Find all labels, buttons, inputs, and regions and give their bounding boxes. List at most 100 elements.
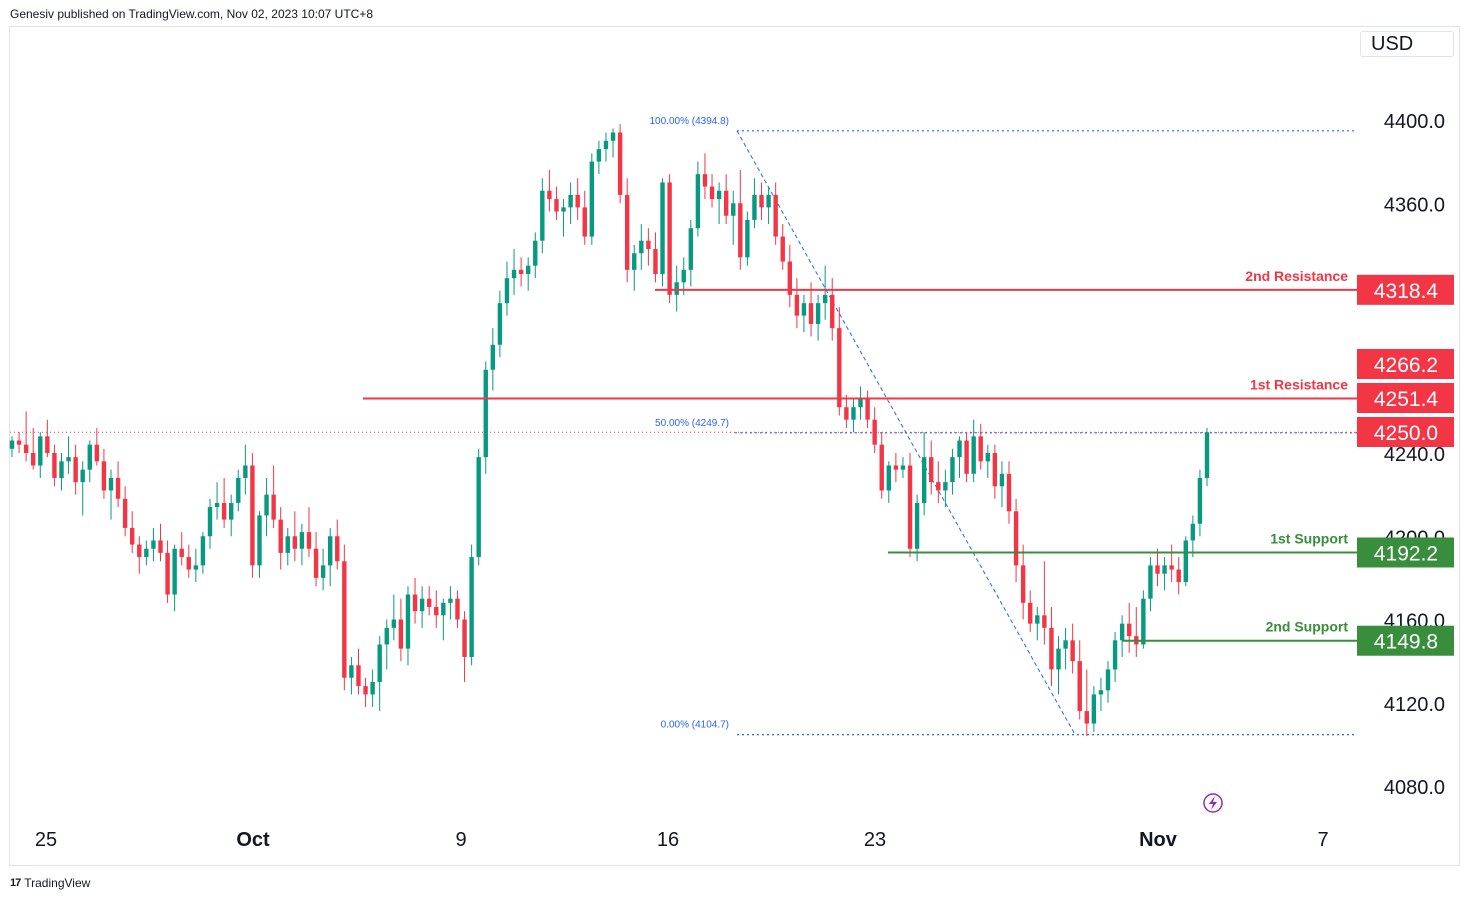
candle-body — [667, 182, 672, 295]
candle — [681, 257, 686, 295]
candle-body — [384, 627, 389, 645]
candle — [773, 182, 778, 245]
time-axis[interactable]: 25 Oct 9 16 23 Nov 7 — [35, 829, 1329, 851]
candle-body — [419, 598, 425, 612]
candle-body — [306, 532, 312, 549]
candle-body — [292, 536, 298, 549]
candle — [476, 448, 481, 566]
candle-body — [752, 194, 757, 220]
candle-body — [1077, 661, 1082, 712]
candle — [441, 598, 446, 641]
candle-body — [603, 140, 609, 150]
footer-brand-label: TradingView — [24, 876, 91, 890]
candle — [1134, 607, 1139, 657]
level-price-tag: 4192.2 — [1374, 542, 1438, 565]
candle-body — [886, 465, 892, 491]
candle — [568, 182, 573, 225]
candle-body — [921, 457, 927, 503]
candle-body — [1084, 711, 1089, 724]
candle-body — [957, 440, 962, 458]
candle-body — [1049, 627, 1054, 670]
candle-body — [257, 515, 262, 566]
candle — [278, 507, 283, 570]
candle — [893, 453, 899, 483]
candle — [264, 477, 269, 537]
lightning-icon[interactable] — [1203, 793, 1223, 813]
candle — [900, 457, 906, 478]
candle — [1176, 557, 1181, 595]
candle-body — [80, 469, 85, 483]
level-name: 1st Support — [1270, 530, 1348, 546]
candle-body — [815, 303, 821, 324]
candle-body — [936, 482, 941, 491]
candle — [596, 140, 602, 175]
fibonacci-retracement[interactable]: 100.00% (4394.8) 50.00% (4249.7) 0.00% (41… — [649, 116, 1357, 736]
candle-body — [221, 502, 227, 520]
candle-body — [1204, 432, 1210, 478]
candle — [1169, 544, 1174, 583]
x-tick-label: Nov — [1139, 829, 1178, 851]
candle — [632, 244, 637, 291]
candle — [907, 453, 913, 558]
candle — [723, 174, 729, 225]
candle-body — [1155, 565, 1160, 574]
candle-body — [271, 494, 276, 520]
candle — [101, 448, 107, 499]
candle — [94, 428, 100, 466]
candle — [752, 178, 757, 229]
candle-body — [1042, 615, 1047, 628]
candle — [23, 411, 29, 462]
candle-body — [978, 436, 983, 462]
candle-body — [907, 465, 913, 549]
currency-button[interactable]: USD — [1360, 31, 1454, 57]
candle-body — [1035, 615, 1040, 624]
candle-body — [731, 203, 736, 216]
candle-body — [950, 457, 955, 483]
candle — [1162, 557, 1167, 591]
candle-body — [511, 269, 517, 279]
candle-body — [575, 194, 580, 208]
candle-body — [1148, 565, 1153, 599]
price-axis[interactable]: 4080.04120.04160.04200.04240.04360.04400… — [1384, 111, 1445, 799]
fib-level-label: 0.00% (4104.7) — [661, 720, 729, 731]
price-tag: 4251.4 — [1374, 388, 1439, 411]
candle — [858, 386, 863, 420]
candle — [851, 398, 856, 433]
footer-brand[interactable]: 17 TradingView — [10, 876, 90, 890]
candle — [1077, 640, 1082, 720]
candle — [603, 132, 609, 162]
fib-level-label: 50.00% (4249.7) — [655, 418, 729, 429]
candle-body — [822, 294, 828, 304]
candle-body — [236, 477, 241, 503]
candle — [716, 182, 722, 225]
candle-body — [674, 282, 679, 295]
candle — [865, 390, 870, 429]
candle — [992, 444, 998, 499]
level-tag-bg — [1357, 537, 1454, 568]
y-tick-label: 4080.0 — [1384, 777, 1445, 799]
candle-body — [646, 240, 651, 250]
candle-body — [412, 594, 418, 612]
x-tick-label: 16 — [657, 829, 679, 851]
candle-body — [405, 594, 411, 649]
candle — [313, 532, 319, 587]
candle-body — [709, 186, 715, 200]
level-tag-bg — [1357, 625, 1454, 656]
candle-body — [716, 190, 722, 200]
candle-body — [299, 532, 305, 549]
candle-body — [504, 278, 510, 304]
candle-body — [971, 436, 976, 474]
candle-body — [490, 344, 496, 370]
candle — [780, 224, 785, 270]
candle — [518, 257, 524, 287]
candle-body — [363, 686, 368, 695]
candle-body — [462, 619, 467, 657]
candle — [985, 444, 990, 478]
candle-body — [914, 502, 920, 549]
candle — [469, 544, 474, 666]
fib-trend-line[interactable] — [736, 130, 1076, 735]
candle — [738, 169, 743, 270]
candle — [66, 436, 71, 474]
support-resistance-levels[interactable]: 2nd Resistance 1st Resistance 1st Support 2… — [363, 268, 1357, 642]
